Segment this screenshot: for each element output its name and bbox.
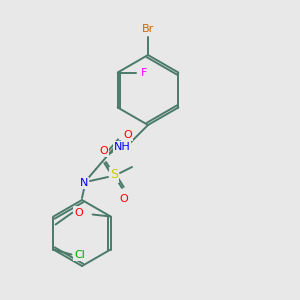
Text: O: O <box>100 146 108 156</box>
Text: S: S <box>110 169 118 182</box>
Text: F: F <box>140 68 147 77</box>
Text: O: O <box>74 208 83 218</box>
Text: O: O <box>124 130 132 140</box>
Text: N: N <box>80 178 88 188</box>
Text: Br: Br <box>142 24 154 34</box>
Text: NH: NH <box>114 142 130 152</box>
Text: O: O <box>120 194 128 204</box>
Text: Cl: Cl <box>74 250 85 260</box>
